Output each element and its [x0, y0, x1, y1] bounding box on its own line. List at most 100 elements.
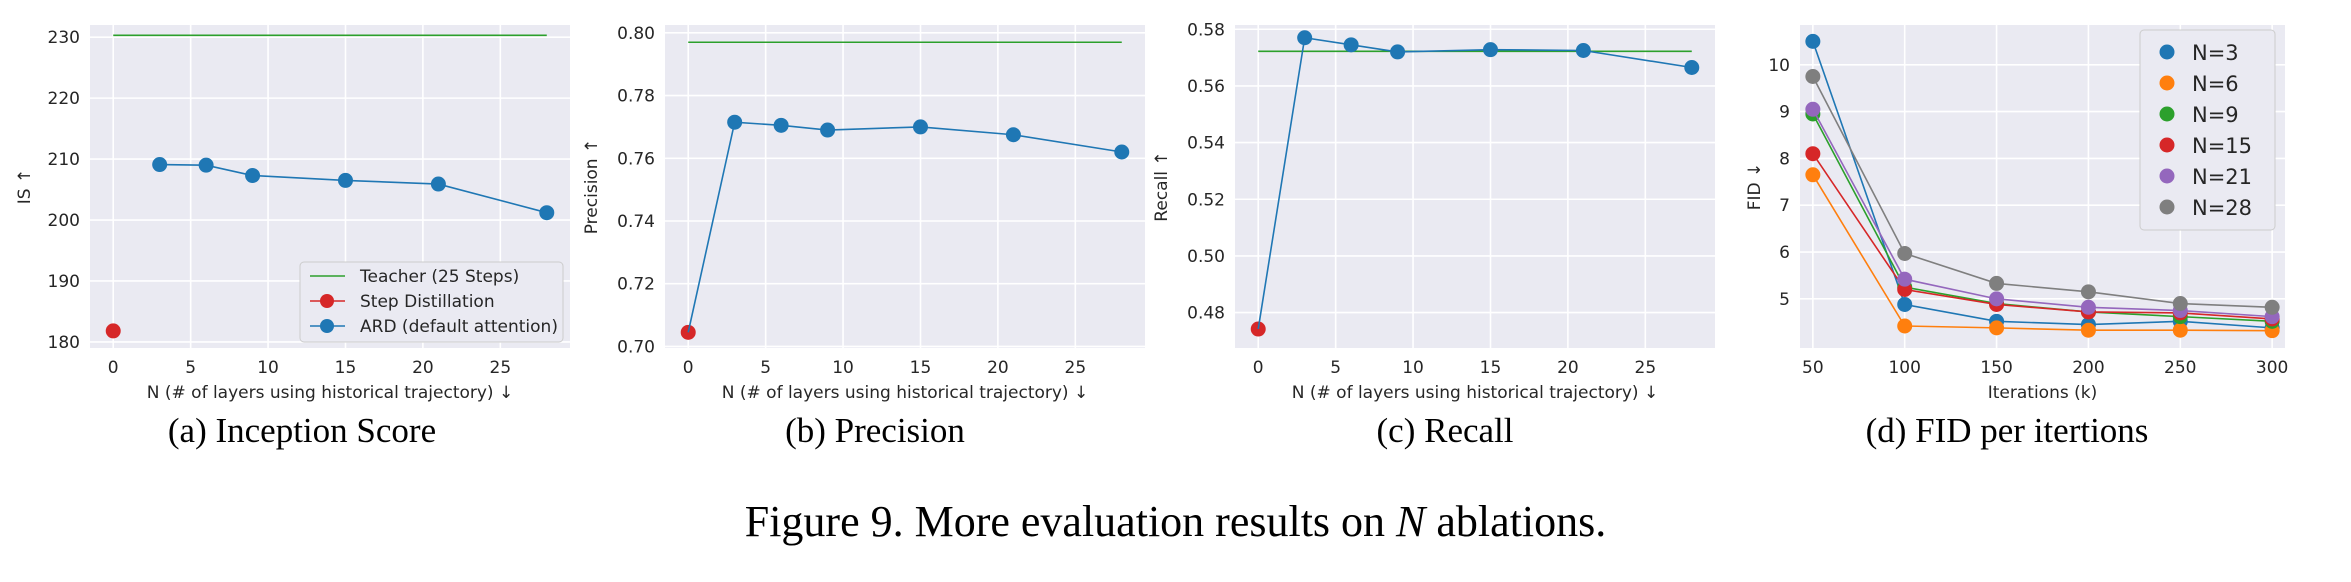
x-tick-label: 20 — [987, 358, 1009, 378]
legend-swatch-marker — [2159, 106, 2175, 122]
y-tick-label: 7 — [1779, 196, 1790, 216]
data-point-ard-default-attention — [539, 205, 555, 221]
x-tick-label: 15 — [335, 358, 357, 378]
data-point-ard-default-attention — [1684, 60, 1700, 75]
chart-panel-3: 0 5 10 15 20 25 0.48 0.50 0.52 0.54 0.56 0.58 N (# o… — [1152, 20, 1715, 450]
y-tick-label: 0.72 — [617, 275, 655, 295]
data-point-n-3 — [1805, 33, 1821, 49]
y-tick-label: 0.78 — [617, 87, 655, 107]
series-line-n-21 — [1812, 108, 2273, 318]
legend-frame — [299, 261, 564, 343]
y-tick-label: 0.48 — [1187, 304, 1225, 324]
y-tick-label: 0.74 — [617, 212, 655, 232]
data-point-n-28 — [1805, 68, 1821, 84]
legend-label: ARD (default attention) — [360, 317, 558, 337]
chart-panel-2: 0 5 10 15 20 25 0.70 0.72 0.74 0.76 0.78 0.80 N (# o… — [582, 24, 1145, 450]
y-tick-label: 6 — [1779, 243, 1790, 263]
y-tick-label: 200 — [48, 211, 80, 231]
y-tick-label: 0.70 — [617, 337, 655, 357]
data-point-ard-default-attention — [152, 157, 168, 173]
x-tick-label: 200 — [2072, 358, 2104, 378]
data-point-n-28 — [1897, 245, 1913, 261]
y-tick-label: 190 — [48, 272, 80, 292]
x-axis-label: N (# of layers using historical trajecto… — [722, 383, 1088, 403]
y-tick-label: 5 — [1779, 290, 1790, 310]
figure-caption-prefix: Figure 9. More evaluation results on — [744, 497, 1397, 546]
legend-swatch-marker — [2159, 199, 2175, 215]
y-tick-label: 0.54 — [1187, 134, 1225, 154]
data-point-ard-default-attention — [1343, 37, 1359, 53]
figure-caption-suffix: ablations. — [1425, 497, 1607, 546]
chart-panel-4: 50 100 150 200 250 300 5 6 7 8 9 10 Iterations (k) FI… — [1745, 25, 2288, 450]
data-point-n-21 — [1989, 291, 2005, 307]
y-tick-label: 0.58 — [1187, 20, 1225, 40]
data-point-ard-default-attention — [245, 168, 261, 184]
y-tick-label: 0.80 — [617, 24, 655, 44]
legend-label: Teacher (25 Steps) — [359, 267, 519, 287]
data-point-n-28 — [2264, 299, 2280, 315]
x-tick-label: 20 — [1557, 358, 1579, 378]
data-point-n-28 — [2172, 296, 2188, 312]
legend-swatch-marker — [320, 294, 334, 308]
data-point-ard-default-attention — [198, 157, 214, 173]
data-point-ard-default-attention — [1297, 30, 1313, 46]
x-tick-label: 300 — [2256, 358, 2288, 378]
plot-area — [665, 25, 1145, 348]
legend-label: N=15 — [2192, 134, 2252, 158]
data-point-ard-default-attention — [727, 114, 743, 130]
y-tick-label: 210 — [48, 150, 80, 170]
y-axis-label: FID ↓ — [1745, 163, 1765, 211]
data-point-ard-default-attention — [1390, 44, 1406, 60]
chart-panel-1: 0 5 10 15 20 25 180 190 200 210 220 230 N (# of laye… — [15, 25, 570, 450]
data-point-n-6 — [1805, 167, 1821, 183]
y-axis-label: IS ↑ — [15, 169, 35, 204]
x-axis-label: N (# of layers using historical trajecto… — [1292, 383, 1658, 403]
y-tick-label: 180 — [48, 333, 80, 353]
series-line-ard-default-attention — [159, 163, 547, 214]
y-tick-label: 230 — [48, 28, 80, 48]
data-point-ard-default-attention — [1114, 144, 1130, 160]
legend-label: N=6 — [2192, 72, 2239, 96]
y-tick-label: 8 — [1779, 149, 1790, 169]
panel-caption: (a) Inception Score — [168, 411, 436, 450]
x-tick-label: 25 — [1065, 358, 1087, 378]
y-tick-label: 0.76 — [617, 149, 655, 169]
y-tick-label: 0.56 — [1187, 77, 1225, 97]
data-point-n-6 — [2172, 322, 2188, 338]
legend-swatch-marker — [2159, 75, 2175, 91]
x-tick-label: 5 — [1330, 358, 1341, 378]
data-point-ard-default-attention — [430, 176, 446, 192]
data-point-n-28 — [2080, 284, 2096, 300]
data-point-n-15 — [1805, 146, 1821, 162]
y-tick-label: 0.52 — [1187, 190, 1225, 210]
data-point-ard-default-attention — [1005, 127, 1021, 143]
data-point-n-6 — [2080, 322, 2096, 338]
data-point-n-21 — [1805, 101, 1821, 117]
y-axis-label: Precision ↑ — [582, 139, 602, 235]
x-tick-label: 25 — [490, 358, 512, 378]
legend: N=3 N=6 N=9 N=15 N=21 N=28 — [2139, 29, 2276, 231]
data-point-n-6 — [1897, 318, 1913, 334]
legend-swatch-marker — [2159, 137, 2175, 153]
legend-label: N=9 — [2192, 103, 2239, 127]
data-point-ard-default-attention — [1575, 43, 1591, 58]
x-tick-label: 0 — [108, 358, 119, 378]
x-tick-label: 10 — [832, 358, 854, 378]
data-point-n-6 — [1989, 320, 2005, 336]
x-tick-label: 100 — [1888, 358, 1920, 378]
legend-swatch-marker — [2159, 168, 2175, 184]
figure-caption: Figure 9. More evaluation results on N a… — [0, 496, 2351, 547]
y-tick-label: 10 — [1768, 56, 1790, 76]
legend-label: N=21 — [2192, 165, 2252, 189]
x-tick-label: 5 — [185, 358, 196, 378]
x-tick-label: 5 — [760, 358, 771, 378]
panel-caption: (d) FID per itertions — [1866, 411, 2149, 450]
data-point-step-distillation — [105, 323, 121, 339]
legend-label: Step Distillation — [360, 292, 495, 312]
x-tick-label: 15 — [910, 358, 932, 378]
x-tick-label: 15 — [1480, 358, 1502, 378]
legend: Teacher (25 Steps) Step Distillation ARD (… — [299, 261, 564, 343]
legend-swatch-marker — [320, 319, 334, 333]
figure-caption-variable: N — [1396, 497, 1426, 546]
